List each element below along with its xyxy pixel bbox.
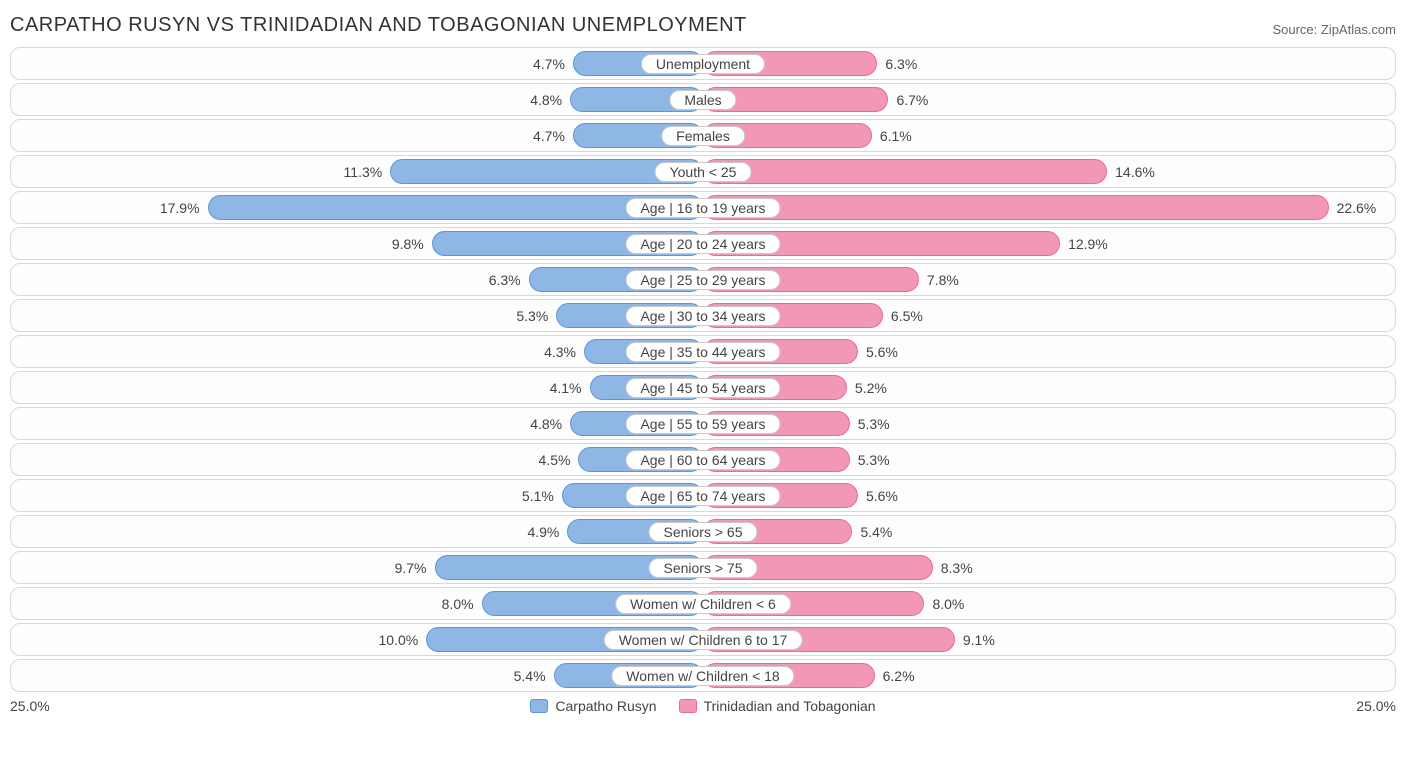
value-label-right: 6.7% xyxy=(888,84,948,115)
value-label-left: 4.1% xyxy=(530,372,590,403)
value-label-left: 11.3% xyxy=(330,156,390,187)
source-prefix: Source: xyxy=(1272,22,1320,37)
legend-label-right: Trinidadian and Tobagonian xyxy=(704,698,876,714)
value-label-right: 5.3% xyxy=(850,408,910,439)
diverging-bar-chart: 4.7% 6.3% Unemployment 4.8% 6.7% Males 4.7% 6.1… xyxy=(10,47,1396,692)
value-label-right: 6.5% xyxy=(883,300,943,331)
value-label-left: 5.3% xyxy=(496,300,556,331)
bar-right xyxy=(703,195,1329,220)
category-label: Males xyxy=(669,90,736,110)
value-label-left: 4.8% xyxy=(510,408,570,439)
chart-row: 17.9% 22.6% Age | 16 to 19 years xyxy=(10,191,1396,224)
category-label: Age | 25 to 29 years xyxy=(625,270,780,290)
chart-row: 4.9% 5.4% Seniors > 65 xyxy=(10,515,1396,548)
value-label-right: 5.6% xyxy=(858,480,918,511)
source-name: ZipAtlas.com xyxy=(1321,22,1396,37)
value-label-left: 4.9% xyxy=(507,516,567,547)
value-label-left: 5.4% xyxy=(494,660,554,691)
value-label-left: 4.3% xyxy=(524,336,584,367)
category-label: Seniors > 65 xyxy=(649,522,758,542)
chart-header: CARPATHO RUSYN VS TRINIDADIAN AND TOBAGO… xyxy=(10,10,1396,47)
chart-row: 4.1% 5.2% Age | 45 to 54 years xyxy=(10,371,1396,404)
category-label: Age | 35 to 44 years xyxy=(625,342,780,362)
category-label: Age | 55 to 59 years xyxy=(625,414,780,434)
chart-row: 4.8% 6.7% Males xyxy=(10,83,1396,116)
category-label: Women w/ Children < 18 xyxy=(611,666,794,686)
category-label: Age | 65 to 74 years xyxy=(625,486,780,506)
legend-label-left: Carpatho Rusyn xyxy=(555,698,656,714)
value-label-left: 4.8% xyxy=(510,84,570,115)
category-label: Seniors > 75 xyxy=(649,558,758,578)
chart-row: 5.1% 5.6% Age | 65 to 74 years xyxy=(10,479,1396,512)
category-label: Women w/ Children < 6 xyxy=(615,594,791,614)
legend: Carpatho Rusyn Trinidadian and Tobagonia… xyxy=(530,698,875,714)
value-label-right: 6.1% xyxy=(872,120,932,151)
legend-item-right: Trinidadian and Tobagonian xyxy=(679,698,876,714)
legend-item-left: Carpatho Rusyn xyxy=(530,698,656,714)
value-label-right: 8.3% xyxy=(933,552,993,583)
category-label: Females xyxy=(661,126,745,146)
value-label-right: 9.1% xyxy=(955,624,1015,655)
category-label: Women w/ Children 6 to 17 xyxy=(604,630,803,650)
chart-row: 5.4% 6.2% Women w/ Children < 18 xyxy=(10,659,1396,692)
value-label-left: 9.7% xyxy=(375,552,435,583)
value-label-left: 6.3% xyxy=(469,264,529,295)
value-label-left: 8.0% xyxy=(422,588,482,619)
category-label: Unemployment xyxy=(641,54,765,74)
chart-row: 4.8% 5.3% Age | 55 to 59 years xyxy=(10,407,1396,440)
chart-row: 9.8% 12.9% Age | 20 to 24 years xyxy=(10,227,1396,260)
category-label: Youth < 25 xyxy=(655,162,752,182)
category-label: Age | 45 to 54 years xyxy=(625,378,780,398)
value-label-left: 10.0% xyxy=(366,624,426,655)
chart-row: 4.7% 6.3% Unemployment xyxy=(10,47,1396,80)
value-label-right: 5.4% xyxy=(852,516,912,547)
value-label-right: 5.6% xyxy=(858,336,918,367)
chart-row: 5.3% 6.5% Age | 30 to 34 years xyxy=(10,299,1396,332)
source-attribution: Source: ZipAtlas.com xyxy=(1272,22,1396,37)
category-label: Age | 60 to 64 years xyxy=(625,450,780,470)
value-label-right: 8.0% xyxy=(924,588,984,619)
legend-swatch-icon xyxy=(679,699,697,713)
category-label: Age | 16 to 19 years xyxy=(625,198,780,218)
chart-row: 6.3% 7.8% Age | 25 to 29 years xyxy=(10,263,1396,296)
value-label-left: 4.5% xyxy=(518,444,578,475)
legend-swatch-icon xyxy=(530,699,548,713)
chart-footer: 25.0% Carpatho Rusyn Trinidadian and Tob… xyxy=(10,698,1396,714)
value-label-left: 17.9% xyxy=(148,192,208,223)
value-label-left: 9.8% xyxy=(372,228,432,259)
chart-row: 4.7% 6.1% Females xyxy=(10,119,1396,152)
chart-row: 4.5% 5.3% Age | 60 to 64 years xyxy=(10,443,1396,476)
chart-title: CARPATHO RUSYN VS TRINIDADIAN AND TOBAGO… xyxy=(10,14,747,37)
value-label-right: 5.2% xyxy=(847,372,907,403)
chart-row: 4.3% 5.6% Age | 35 to 44 years xyxy=(10,335,1396,368)
value-label-right: 5.3% xyxy=(850,444,910,475)
chart-row: 9.7% 8.3% Seniors > 75 xyxy=(10,551,1396,584)
value-label-left: 4.7% xyxy=(513,120,573,151)
category-label: Age | 20 to 24 years xyxy=(625,234,780,254)
value-label-right: 22.6% xyxy=(1329,192,1389,223)
category-label: Age | 30 to 34 years xyxy=(625,306,780,326)
value-label-left: 5.1% xyxy=(502,480,562,511)
value-label-right: 6.2% xyxy=(875,660,935,691)
value-label-left: 4.7% xyxy=(513,48,573,79)
value-label-right: 7.8% xyxy=(919,264,979,295)
chart-row: 10.0% 9.1% Women w/ Children 6 to 17 xyxy=(10,623,1396,656)
chart-row: 8.0% 8.0% Women w/ Children < 6 xyxy=(10,587,1396,620)
axis-max-left: 25.0% xyxy=(10,698,50,714)
value-label-right: 14.6% xyxy=(1107,156,1167,187)
axis-max-right: 25.0% xyxy=(1356,698,1396,714)
value-label-right: 12.9% xyxy=(1060,228,1120,259)
value-label-right: 6.3% xyxy=(877,48,937,79)
chart-row: 11.3% 14.6% Youth < 25 xyxy=(10,155,1396,188)
bar-right xyxy=(703,159,1107,184)
